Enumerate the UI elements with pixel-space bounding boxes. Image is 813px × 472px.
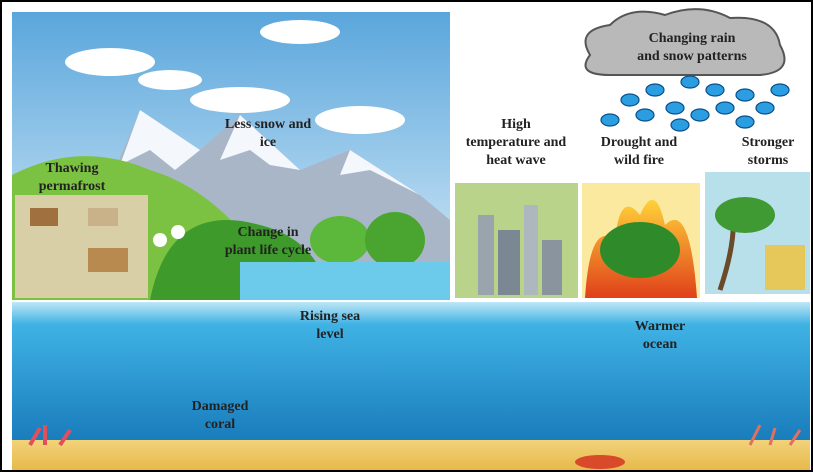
label-line: Rising sea [300, 309, 360, 324]
label: Stronger storms [742, 135, 795, 168]
label: Drought and wild fire [601, 135, 678, 168]
label-line: wild fire [614, 153, 664, 168]
label-line: ice [260, 135, 276, 150]
label-line: Damaged [192, 399, 249, 414]
label-line: High [501, 117, 531, 132]
label-line: Change in [237, 225, 298, 240]
label-line: Changing rain [649, 31, 736, 46]
label: Changing rain and snow patterns [637, 31, 747, 64]
ocean [12, 302, 810, 470]
label: Change in plant life cycle [225, 225, 311, 258]
label-line: heat wave [486, 153, 546, 168]
label: Rising sea level [300, 309, 360, 342]
label: High temperature and heat wave [466, 117, 567, 168]
landscape [12, 12, 450, 300]
label-line: Less snow and [225, 117, 312, 132]
label-line: Warmer [635, 319, 686, 334]
label: Damaged coral [192, 399, 249, 432]
label-line: storms [748, 153, 789, 168]
label: Less snow and ice [225, 117, 312, 150]
label-line: and snow patterns [637, 49, 747, 64]
weather-panels [455, 8, 810, 298]
label-line: Thawing [46, 161, 99, 176]
label-line: Drought and [601, 135, 678, 150]
label-line: ocean [643, 337, 677, 352]
label-line: permafrost [39, 179, 106, 194]
label-line: Stronger [742, 135, 795, 150]
label: Thawing permafrost [39, 161, 106, 194]
label: Warmer ocean [635, 319, 686, 352]
label-line: coral [205, 417, 235, 432]
label-line: temperature and [466, 135, 567, 150]
labels: Less snow and ice Thawing permafrost Change … [39, 31, 795, 432]
label-line: plant life cycle [225, 243, 311, 258]
label-line: level [316, 327, 343, 342]
